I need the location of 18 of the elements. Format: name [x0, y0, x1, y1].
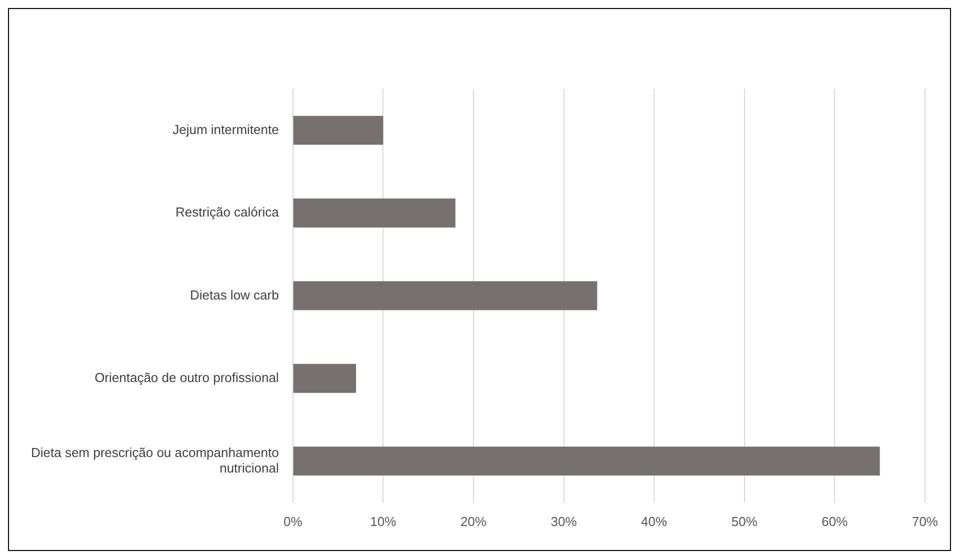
x-tick-label: 50%: [731, 514, 758, 529]
y-tick-label: Dieta sem prescrição ou acompanhamento nutricional: [30, 444, 279, 476]
x-tick-label: 0%: [283, 514, 303, 529]
y-tick-label: Dietas low carb: [190, 287, 279, 302]
x-tick-label: 70%: [912, 514, 938, 529]
x-tick-label: 10%: [370, 514, 397, 529]
bar: [293, 116, 384, 145]
x-tick-label: 40%: [641, 514, 668, 529]
bar: [293, 281, 598, 310]
y-tick-label: Restrição calórica: [176, 204, 280, 220]
bar: [293, 198, 456, 228]
bar: [293, 364, 356, 393]
y-tick-label: Jejum intermitente: [172, 122, 279, 137]
bar: [293, 446, 880, 476]
x-tick-label: 30%: [550, 514, 578, 529]
x-tick-label: 60%: [822, 514, 848, 529]
x-tick-label: 20%: [460, 514, 487, 529]
y-tick-label: Orientação de outro profissional: [94, 370, 279, 385]
